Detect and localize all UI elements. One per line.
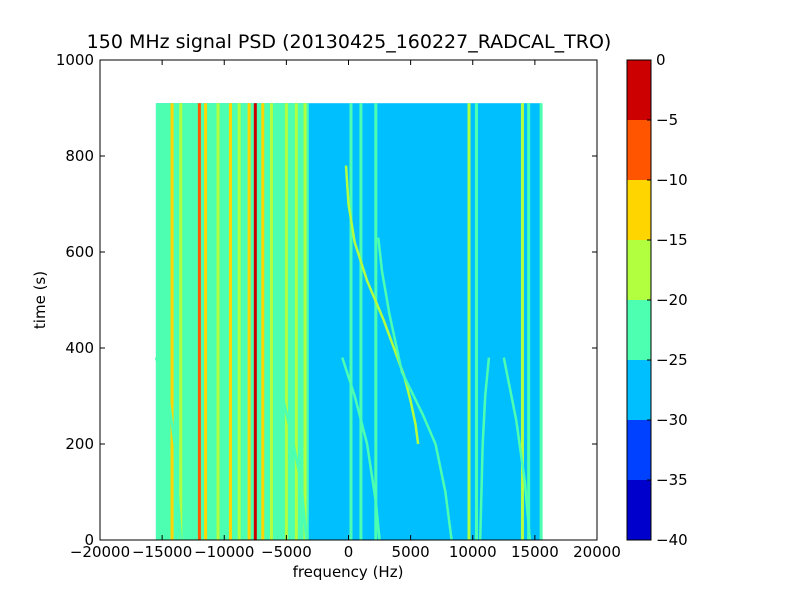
psd-line (520, 103, 524, 540)
psd-line (527, 103, 531, 540)
y-axis-label: time (s) (31, 271, 49, 329)
psd-line (374, 103, 378, 540)
x-tick-label: −10000 (194, 543, 254, 561)
colorbar-segment (627, 420, 651, 480)
psd-line (228, 103, 232, 540)
x-tick-label: 15000 (511, 543, 559, 561)
y-tick-label: 600 (65, 243, 94, 261)
psd-track (154, 357, 183, 541)
psd-track (502, 357, 532, 541)
psd-track (341, 357, 381, 541)
y-tick-label: 200 (65, 435, 94, 453)
psd-line (247, 103, 251, 540)
psd-line (170, 103, 174, 540)
psd-line (216, 103, 220, 540)
colorbar-segment (627, 180, 651, 240)
colorbar-tick-label: −15 (656, 231, 688, 249)
colorbar-tick-label: −25 (656, 351, 688, 369)
psd-line (294, 103, 298, 540)
colorbar-segment (627, 300, 651, 360)
x-tick-label: 10000 (449, 543, 497, 561)
colorbar-tick-label: −20 (656, 291, 688, 309)
psd-line (284, 103, 288, 540)
y-tick-label: 400 (65, 339, 94, 357)
colorbar-tick-label: −30 (656, 411, 688, 429)
psd-line (237, 103, 241, 540)
colorbar-segment (627, 120, 651, 180)
x-axis: −20000 −15000 −10000 −5000 0 5000 10000 15000 20… (70, 60, 621, 561)
psd-line (269, 103, 273, 540)
chart-title: 150 MHz signal PSD (20130425_160227_RADC… (87, 31, 612, 53)
x-tick-label: −5000 (261, 543, 312, 561)
colorbar-tick-label: −5 (656, 111, 678, 129)
y-tick-label: 1000 (56, 51, 94, 69)
plot-area (99, 59, 598, 541)
psd-line (204, 103, 208, 540)
y-tick-label: 800 (65, 147, 94, 165)
x-tick-label: −15000 (132, 543, 192, 561)
colorbar-segment (627, 360, 651, 420)
colorbar-segment (627, 480, 651, 540)
psd-line (467, 103, 471, 540)
colorbar: −40 −35 −30 −25 −20 −15 −10 −5 0 (626, 51, 688, 549)
psd-line (197, 103, 201, 540)
psd-track (344, 165, 420, 445)
psd-line (539, 103, 543, 540)
colorbar-tick-label: −40 (656, 531, 688, 549)
x-tick-label: 20000 (573, 543, 621, 561)
x-axis-label: frequency (Hz) (293, 563, 404, 581)
colorbar-segment (627, 240, 651, 300)
colorbar-tick-label: −10 (656, 171, 688, 189)
psd-line (179, 103, 183, 540)
colorbar-tick-label: −35 (656, 471, 688, 489)
psd-line (349, 103, 353, 540)
psd-track (377, 237, 453, 541)
psd-line (474, 103, 478, 540)
y-axis: 0 200 400 600 800 1000 (56, 51, 597, 549)
psd-line (253, 103, 257, 540)
x-tick-label: 5000 (392, 543, 430, 561)
psd-track (478, 357, 491, 541)
psd-line (261, 103, 265, 540)
colorbar-tick-label: 0 (656, 51, 666, 69)
psd-line (303, 103, 307, 540)
colorbar-segment (627, 60, 651, 120)
psd-track (278, 386, 308, 541)
x-tick-label: 0 (344, 543, 354, 561)
y-tick-label: 0 (84, 531, 94, 549)
x-tick-label: −20000 (70, 543, 130, 561)
psd-line (359, 103, 363, 540)
